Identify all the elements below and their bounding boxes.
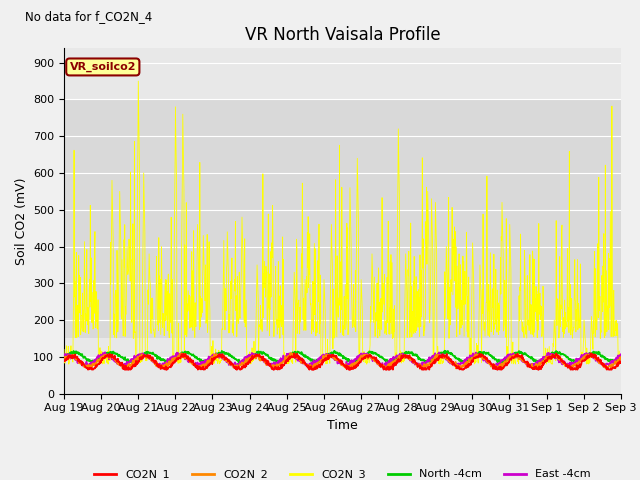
Y-axis label: Soil CO2 (mV): Soil CO2 (mV) — [15, 177, 28, 264]
Text: No data for f_CO2N_4: No data for f_CO2N_4 — [25, 11, 152, 24]
Title: VR North Vaisala Profile: VR North Vaisala Profile — [244, 25, 440, 44]
X-axis label: Time: Time — [327, 419, 358, 432]
Bar — [64, 99, 621, 338]
Text: VR_soilco2: VR_soilco2 — [70, 62, 136, 72]
Legend: CO2N_1, CO2N_2, CO2N_3, North -4cm, East -4cm: CO2N_1, CO2N_2, CO2N_3, North -4cm, East… — [90, 465, 595, 480]
